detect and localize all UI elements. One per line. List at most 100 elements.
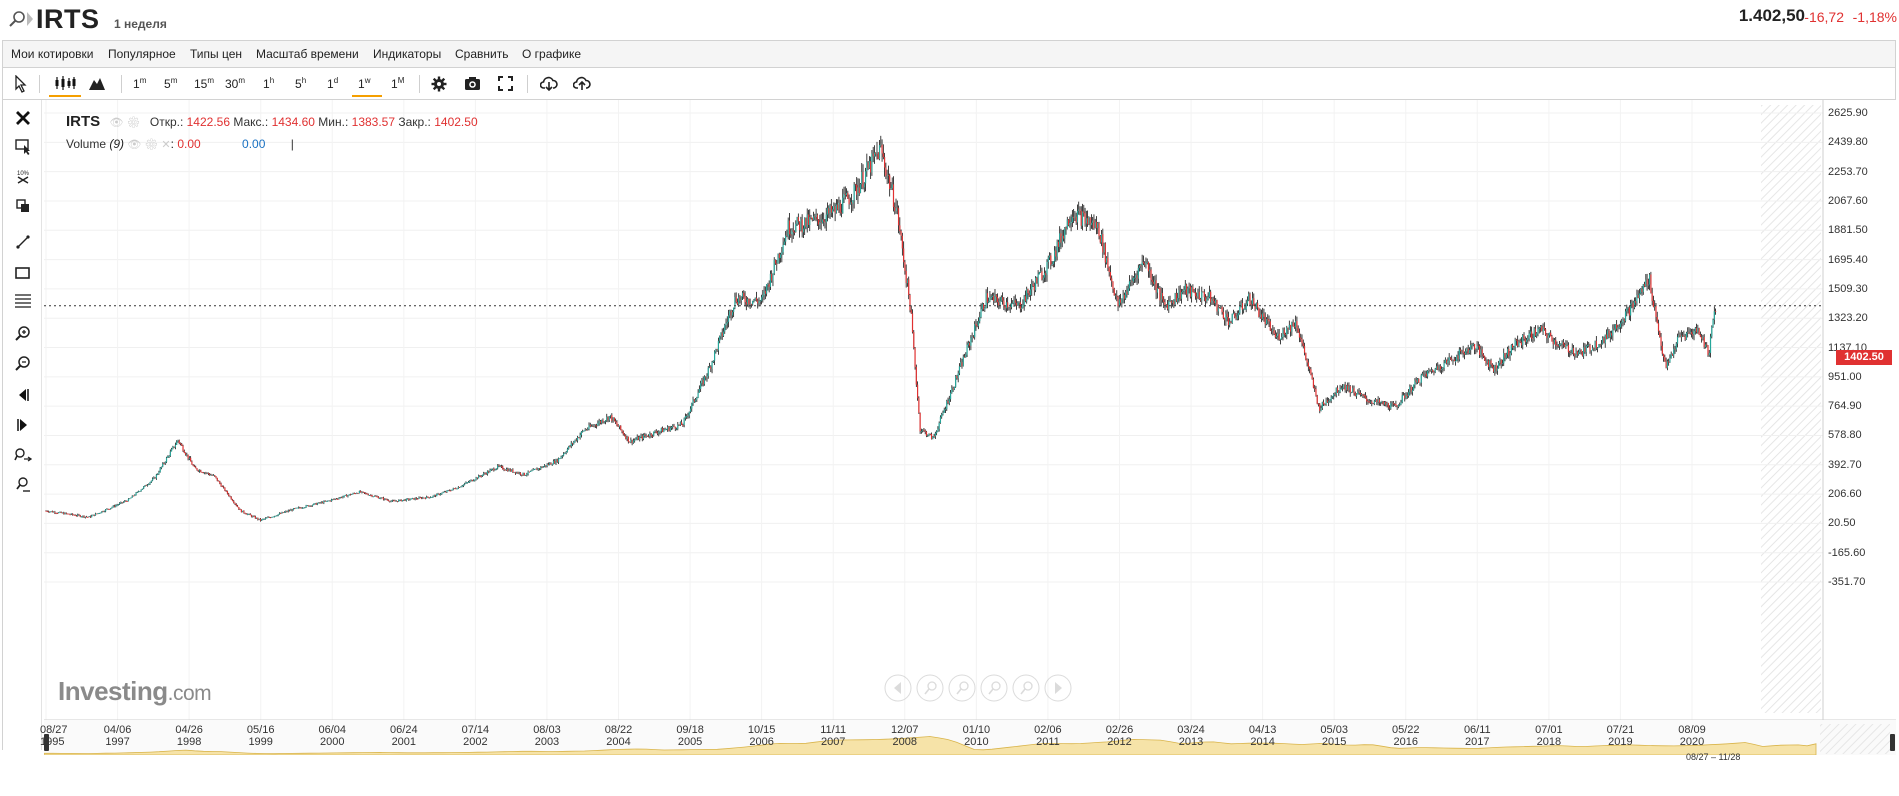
close-icon[interactable]	[14, 109, 32, 127]
nav-zoom-in-button[interactable]	[916, 674, 944, 702]
candle	[698, 385, 700, 393]
menu-time-scale[interactable]: Масштаб времени	[256, 47, 359, 61]
nav-right-button[interactable]	[1044, 674, 1072, 702]
nav-zoom-out-button[interactable]	[948, 674, 976, 702]
timeframe-1m[interactable]: 1m	[133, 76, 147, 91]
candle	[1572, 345, 1575, 357]
candle	[1071, 210, 1073, 228]
candle	[1682, 331, 1684, 338]
candle	[1012, 300, 1014, 305]
candle	[1543, 322, 1545, 331]
candle	[1125, 289, 1127, 300]
candle	[1447, 357, 1449, 367]
candle	[325, 500, 327, 502]
candle	[741, 290, 744, 301]
candle	[398, 499, 400, 502]
fibonacci-lines-icon[interactable]	[14, 292, 32, 310]
select-crosshair-icon[interactable]	[14, 137, 32, 155]
candle	[1051, 261, 1053, 267]
candle	[431, 496, 433, 498]
menu-popular[interactable]: Популярное	[108, 47, 176, 61]
candle	[871, 149, 873, 176]
timeframe-15m[interactable]: 15m	[194, 76, 215, 91]
camera-icon[interactable]	[464, 76, 481, 91]
candle	[1640, 288, 1642, 295]
settings-gear-icon[interactable]	[431, 76, 447, 92]
candle	[549, 462, 551, 466]
candle	[172, 445, 174, 450]
candle	[1212, 296, 1214, 306]
candle	[528, 471, 530, 473]
menu-compare[interactable]: Сравнить	[455, 47, 509, 61]
clone-icon[interactable]	[14, 197, 32, 215]
candle	[615, 418, 617, 425]
candle	[127, 498, 130, 502]
candle	[990, 294, 992, 301]
cursor-icon[interactable]	[13, 75, 29, 93]
candle	[655, 429, 657, 434]
volume-settings-icon[interactable]: 👁 ⚙ ✕	[127, 139, 171, 151]
candle	[777, 253, 779, 264]
candle	[1043, 267, 1046, 283]
reset-zoom-icon[interactable]	[14, 476, 32, 494]
timeframe-1w[interactable]: 1w	[358, 76, 371, 91]
search-icon[interactable]	[8, 9, 28, 29]
navigator-left-handle[interactable]	[44, 734, 49, 751]
candle	[1171, 300, 1174, 307]
candle	[670, 426, 673, 431]
timeframe-30m[interactable]: 30m	[225, 76, 246, 91]
candle	[1300, 333, 1302, 343]
measure-tool-icon[interactable]	[14, 446, 32, 464]
candle	[1558, 341, 1561, 350]
candle	[302, 507, 305, 509]
fullscreen-icon[interactable]	[498, 76, 513, 91]
candlestick-chart-icon[interactable]	[54, 75, 76, 91]
price-tick-label: 2625.90	[1828, 107, 1868, 119]
download-cloud-icon[interactable]	[540, 75, 558, 92]
area-chart-icon[interactable]	[89, 77, 105, 90]
candle	[970, 335, 972, 351]
zoom-out-icon[interactable]	[14, 355, 32, 373]
candle	[206, 472, 208, 475]
timeframe-5h[interactable]: 5h	[295, 76, 307, 91]
scroll-right-icon[interactable]	[14, 416, 32, 434]
timeframe-5m[interactable]: 5m	[164, 76, 178, 91]
candle	[1647, 278, 1649, 290]
candle	[277, 514, 279, 517]
trend-line-icon[interactable]	[14, 233, 32, 251]
menu-my-quotes[interactable]: Мои котировки	[11, 47, 94, 61]
candle	[1312, 377, 1315, 389]
nav-reset-button[interactable]	[1012, 674, 1040, 702]
chart-area[interactable]: 2625.90 2439.80 2253.70 2067.60 1881.50 1695.…	[40, 100, 1896, 755]
menu-about-chart[interactable]: О графике	[522, 47, 582, 61]
rectangle-tool-icon[interactable]	[14, 264, 32, 282]
upload-cloud-icon[interactable]	[573, 75, 591, 92]
candle	[1707, 345, 1709, 357]
nav-measure-button[interactable]	[980, 674, 1008, 702]
nav-left-button[interactable]	[884, 674, 912, 702]
candle	[191, 460, 193, 465]
timeframe-1h[interactable]: 1h	[263, 76, 275, 91]
zoom-in-icon[interactable]	[14, 325, 32, 343]
ohlc-legend: IRTS 👁 ⚙ Откр.: 1422.56 Макс.: 1434.60 М…	[66, 113, 478, 130]
candle	[245, 513, 248, 515]
menu-price-types[interactable]: Типы цен	[190, 47, 243, 61]
candle	[394, 499, 396, 502]
candle	[540, 466, 542, 471]
timeframe-1M[interactable]: 1M	[391, 76, 405, 91]
navigator-right-handle[interactable]	[1890, 734, 1895, 751]
candle	[485, 472, 487, 475]
menu-indicators[interactable]: Индикаторы	[373, 47, 442, 61]
candle	[1267, 314, 1269, 325]
scroll-left-icon[interactable]	[14, 386, 32, 404]
candle	[955, 375, 957, 388]
candle	[1222, 307, 1224, 320]
candle	[580, 431, 582, 438]
price-chart[interactable]	[44, 100, 1896, 755]
timeframe-1d[interactable]: 1d	[327, 76, 339, 91]
candle	[484, 472, 486, 475]
candle	[334, 498, 336, 501]
percent-tool-icon[interactable]: 10%	[14, 167, 32, 185]
candle	[451, 489, 453, 491]
eye-icon[interactable]: 👁 ⚙	[109, 117, 141, 129]
